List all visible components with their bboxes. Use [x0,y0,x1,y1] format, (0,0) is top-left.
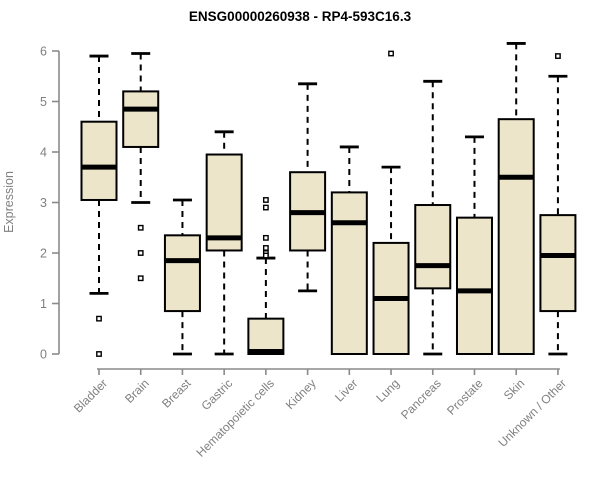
y-tick-label: 5 [40,95,47,109]
outlier-point [137,250,144,256]
box-group [80,54,118,357]
x-category-label: Brain [122,376,152,406]
iqr-box [163,234,201,313]
outlier-point [96,315,102,322]
box-group [414,79,452,356]
iqr-box [122,90,160,148]
y-tick-label: 2 [40,247,47,261]
iqr-box [414,204,452,290]
outlier-point [262,204,269,211]
outlier-point [96,351,102,357]
outlier-point [262,234,269,241]
outlier-point [262,245,269,251]
iqr-box [497,118,535,355]
y-tick-label: 1 [40,297,47,311]
outlier-point [262,197,269,203]
iqr-box [205,153,243,252]
x-category-label: Bladder [71,376,110,415]
outlier-point [262,252,269,259]
box-group [455,135,493,355]
y-tick-label: 0 [40,348,47,362]
box-group [205,130,243,356]
x-category-label: Breast [159,376,194,411]
x-category-label: Skin [501,376,527,402]
x-category-label: Lung [373,376,402,405]
x-category-label: Kidney [283,376,319,412]
box-group [372,50,410,355]
chart-title: ENSG00000260938 - RP4-593C16.3 [189,9,412,24]
boxes-layer [80,42,577,357]
x-category-label: Pancreas [398,376,444,422]
iqr-box [330,191,368,355]
y-tick-label: 4 [40,146,47,160]
y-tick-label: 6 [40,45,47,59]
iqr-box [539,214,577,313]
box-group [330,145,368,355]
box-group [163,198,201,356]
box-group [289,82,327,293]
x-category-label: Liver [332,376,360,404]
iqr-box [455,216,493,355]
outlier-point [137,224,144,231]
box-group [539,53,577,356]
outlier-point [137,275,144,282]
outlier-point [555,53,561,59]
iqr-box [80,120,118,201]
y-tick-label: 3 [40,196,47,210]
box-group [247,197,285,355]
iqr-box [247,317,285,355]
box-group [497,42,535,355]
x-category-label: Hematopoietic cells [194,376,277,459]
x-category-label: Prostate [444,376,486,418]
y-axis-label: Expression [2,171,16,233]
box-group [122,52,160,282]
outlier-point [388,50,394,57]
x-category-label: Gastric [199,376,236,413]
